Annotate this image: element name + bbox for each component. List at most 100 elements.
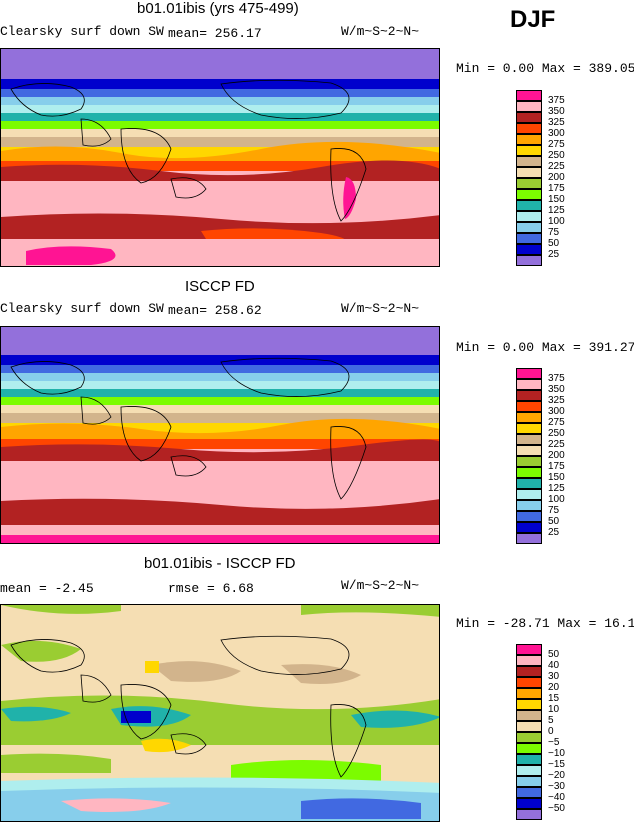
panel-1-legend-label: 100 [548, 216, 565, 227]
panel-3-legend-label: −15 [548, 759, 565, 770]
panel-3-legend-swatch [516, 666, 542, 677]
panel-2-legend-swatch [516, 379, 542, 390]
panel-3-legend-swatch [516, 787, 542, 798]
panel-1-legend-swatch [516, 178, 542, 189]
panel-1-legend-swatch [516, 90, 542, 101]
panel-2-legend-swatch [516, 500, 542, 511]
panel-2-legend-swatch [516, 445, 542, 456]
panel-2-legend-swatch [516, 434, 542, 445]
panel-2-legend-swatch [516, 412, 542, 423]
panel-3-legend-swatch [516, 765, 542, 776]
panel-3-legend-label: 0 [548, 726, 554, 737]
panel-1-legend-label: 125 [548, 205, 565, 216]
panel-1-legend-label: 75 [548, 227, 560, 238]
panel-1-legend-swatch [516, 101, 542, 112]
panel-2-legend-swatch [516, 423, 542, 434]
panel-2-mean: mean= 258.62 [168, 303, 262, 318]
panel-1-legend-label: 175 [548, 183, 565, 194]
panel-2-min-max: Min = 0.00 Max = 391.27 [456, 340, 634, 355]
panel-2-legend-label: 300 [548, 406, 565, 417]
panel-1-legend-label: 250 [548, 150, 565, 161]
panel-2-variable-label: Clearsky surf down SW [0, 301, 164, 316]
panel-1-legend-swatch [516, 222, 542, 233]
panel-2-legend-label: 325 [548, 395, 565, 406]
panel-2-map [0, 326, 440, 544]
panel-3-legend-swatch [516, 776, 542, 787]
panel-3-legend-label: 50 [548, 649, 560, 660]
panel-1-legend-label: 275 [548, 139, 565, 150]
panel-3-legend-swatch [516, 677, 542, 688]
panel-3-title: b01.01ibis - ISCCP FD [144, 555, 296, 572]
panel-2-legend-label: 250 [548, 428, 565, 439]
panel-1-legend-swatch [516, 134, 542, 145]
panel-1-legend-swatch [516, 123, 542, 134]
panel-1-legend-swatch [516, 112, 542, 123]
panel-3-legend-swatch [516, 721, 542, 732]
panel-1-legend-swatch [516, 211, 542, 222]
panel-1-legend-label: 350 [548, 106, 565, 117]
panel-1-legend-label: 200 [548, 172, 565, 183]
panel-1-legend-label: 325 [548, 117, 565, 128]
panel-3-legend-swatch [516, 798, 542, 809]
panel-2-legend-label: 175 [548, 461, 565, 472]
panel-3-legend-label: 30 [548, 671, 560, 682]
panel-3-legend-swatch [516, 809, 542, 820]
panel-1-min-max: Min = 0.00 Max = 389.05 [456, 61, 634, 76]
season-label: DJF [510, 6, 556, 33]
panel-1-units: W/m~S~2~N~ [341, 24, 420, 39]
panel-1-legend-swatch [516, 244, 542, 255]
panel-2-legend-label: 25 [548, 527, 560, 538]
panel-3-legend-label: −40 [548, 792, 565, 803]
panel-1-legend-label: 300 [548, 128, 565, 139]
panel-2-legend-label: 100 [548, 494, 565, 505]
panel-3-legend-label: 40 [548, 660, 560, 671]
panel-1-legend-swatch [516, 167, 542, 178]
panel-3-legend-swatch [516, 710, 542, 721]
panel-2-legend-swatch [516, 390, 542, 401]
panel-1-legend-swatch [516, 233, 542, 244]
panel-1-legend-swatch [516, 189, 542, 200]
panel-2-legend-label: 50 [548, 516, 560, 527]
panel-1-legend-swatch [516, 156, 542, 167]
panel-3-legend-swatch [516, 754, 542, 765]
panel-3-legend-label: −50 [548, 803, 565, 814]
panel-3-legend-swatch [516, 743, 542, 754]
panel-3-legend-label: −10 [548, 748, 565, 759]
panel-1-legend-label: 25 [548, 249, 560, 260]
panel-3-min-max: Min = -28.71 Max = 16.12 [456, 616, 634, 631]
panel-2-legend-label: 275 [548, 417, 565, 428]
panel-3-legend-swatch [516, 655, 542, 666]
panel-1-legend-label: 375 [548, 95, 565, 106]
panel-2-legend-swatch [516, 368, 542, 379]
panel-1-legend-label: 225 [548, 161, 565, 172]
panel-1-legend-swatch [516, 145, 542, 156]
panel-3-legend-label: 5 [548, 715, 554, 726]
panel-2-legend-label: 150 [548, 472, 565, 483]
panel-3-legend-swatch [516, 644, 542, 655]
panel-3-legend-swatch [516, 699, 542, 710]
panel-2-units: W/m~S~2~N~ [341, 301, 420, 316]
panel-3-legend-label: 15 [548, 693, 560, 704]
panel-2-title: ISCCP FD [185, 278, 255, 295]
panel-1-legend-label: 150 [548, 194, 565, 205]
panel-2-legend-swatch [516, 478, 542, 489]
panel-3-map-field [1, 605, 439, 821]
panel-1-mean: mean= 256.17 [168, 26, 262, 41]
panel-1-variable-label: Clearsky surf down SW [0, 24, 164, 39]
panel-2-legend-label: 225 [548, 439, 565, 450]
panel-1-legend-label: 50 [548, 238, 560, 249]
panel-3-units: W/m~S~2~N~ [341, 578, 420, 593]
panel-3-rmse: rmse = 6.68 [168, 581, 254, 596]
panel-2-legend-label: 75 [548, 505, 560, 516]
panel-3-legend-swatch [516, 732, 542, 743]
panel-1-title: b01.01ibis (yrs 475-499) [137, 0, 299, 17]
panel-2-legend-label: 350 [548, 384, 565, 395]
panel-1-map [0, 48, 440, 267]
panel-2-map-field [1, 327, 439, 543]
panel-2-legend-swatch [516, 401, 542, 412]
panel-3-legend-label: −20 [548, 770, 565, 781]
panel-2-legend-swatch [516, 522, 542, 533]
panel-3-legend-swatch [516, 688, 542, 699]
panel-2-legend-label: 200 [548, 450, 565, 461]
panel-1-legend-swatch [516, 255, 542, 266]
